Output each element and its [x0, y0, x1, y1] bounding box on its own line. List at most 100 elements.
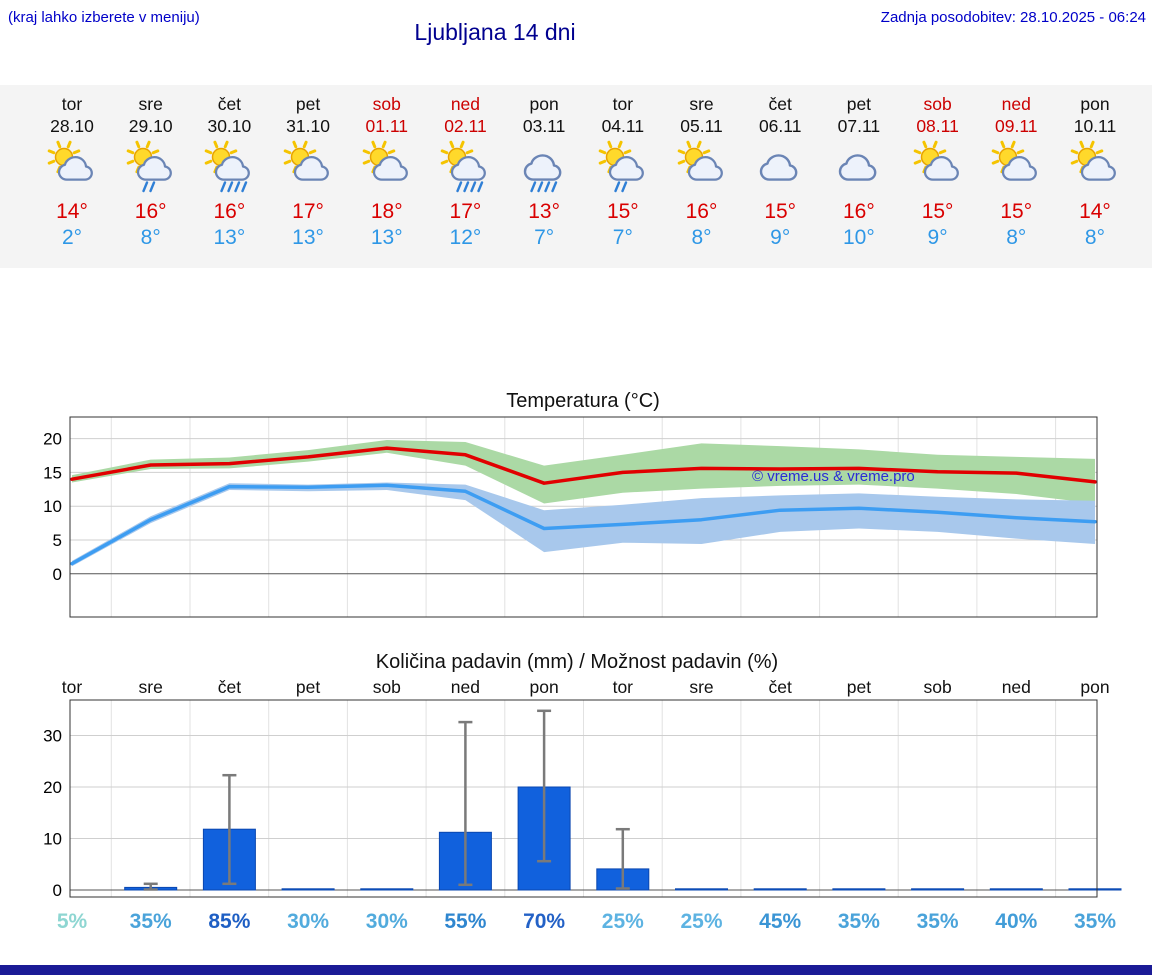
sun-cloud-glyph: [991, 140, 1038, 181]
cloud-rain3-glyph: [523, 154, 562, 193]
precip-day-label: tor: [62, 677, 83, 697]
precip-probability: 70%: [523, 910, 565, 933]
high-temp: 13°: [528, 200, 560, 223]
temperature-chart: 0 5 10 15 20 Temperatura (°C) © vreme.us & vre…: [0, 385, 1152, 630]
sun-cloud-rain3-icon: [190, 140, 268, 198]
temp-ytick-label: 0: [53, 565, 62, 584]
temp-ytick-label: 20: [43, 430, 62, 449]
precipitation-chart-svg: Količina padavin (mm) / Možnost padavin …: [43, 651, 1122, 933]
min-range-band: [72, 482, 1095, 567]
sun-cloud-icon: [348, 140, 426, 198]
precip-bar: [1068, 888, 1122, 891]
high-temp: 15°: [921, 200, 954, 223]
high-temp: 16°: [843, 200, 875, 223]
precip-day-label: sob: [923, 677, 951, 697]
day-name: pon: [529, 94, 559, 114]
low-temp: 9°: [927, 226, 948, 249]
precip-day-label: sob: [373, 677, 401, 697]
day-name: tor: [612, 94, 634, 114]
day-name: pet: [846, 94, 872, 114]
sun-cloud-glyph: [1070, 140, 1116, 181]
forecast-day-02.11[interactable]: ned 02.11 17° 12°: [426, 85, 504, 251]
high-temp: 14°: [1079, 200, 1111, 223]
sun-cloud-glyph: [913, 140, 959, 181]
precip-day-label: pet: [296, 677, 320, 697]
precip-probability: 25%: [680, 910, 722, 933]
temperature-chart-svg: 0 5 10 15 20 Temperatura (°C) © vreme.us & vre…: [43, 390, 1098, 618]
day-date: 03.11: [522, 116, 566, 136]
precip-bar: [360, 888, 414, 891]
temp-ytick-label: 15: [43, 463, 62, 482]
precip-ytick-label: 30: [43, 727, 62, 746]
low-temp: 8°: [1084, 226, 1105, 249]
low-temp: 13°: [213, 226, 246, 249]
low-temp: 13°: [292, 226, 324, 249]
forecast-day-09.11[interactable]: ned 09.11 15° 8°: [977, 85, 1055, 251]
day-date: 06.11: [758, 116, 802, 136]
precip-probability: 45%: [759, 910, 801, 933]
temp-chart-title: Temperatura (°C): [506, 390, 660, 412]
precip-error-bar: [143, 882, 158, 891]
precip-chart-title: Količina padavin (mm) / Možnost padavin …: [376, 651, 778, 673]
forecast-day-29.10[interactable]: sre 29.10 16° 8°: [112, 85, 190, 251]
day-name: tor: [61, 94, 83, 114]
precip-ytick-label: 10: [43, 830, 62, 849]
location-hint[interactable]: (kraj lahko izberete v meniju): [8, 9, 200, 26]
precip-ytick-label: 0: [53, 881, 62, 900]
low-temp: 9°: [770, 226, 791, 249]
day-name: pet: [295, 94, 321, 114]
low-temp: 7°: [534, 226, 555, 249]
high-temp: 15°: [1000, 200, 1033, 223]
forecast-day-01.11[interactable]: sob 01.11 18° 13°: [348, 85, 426, 251]
sun-cloud-glyph: [283, 140, 329, 181]
low-temp: 2°: [61, 226, 83, 249]
precip-bar: [989, 888, 1043, 891]
forecast-day-30.10[interactable]: čet 30.10 16° 13°: [190, 85, 268, 251]
forecast-day-07.11[interactable]: pet 07.11 16° 10°: [820, 85, 898, 251]
high-temp: 16°: [685, 200, 718, 223]
precip-bar: [753, 888, 807, 891]
day-name: ned: [1001, 94, 1031, 114]
precip-probability: 35%: [130, 910, 172, 933]
sun-cloud-icon: [977, 140, 1055, 198]
forecast-day-08.11[interactable]: sob 08.11 15° 9°: [899, 85, 977, 251]
day-name: sob: [923, 94, 952, 114]
day-date: 02.11: [444, 116, 487, 136]
high-temp: 17°: [449, 200, 482, 223]
sun-cloud-rain3-glyph: [205, 140, 251, 193]
temp-ytick-label: 10: [43, 497, 62, 516]
sun-cloud-icon: [1056, 140, 1134, 198]
precip-probability: 30%: [366, 910, 408, 933]
low-temp: 12°: [449, 226, 482, 249]
forecast-day-03.11[interactable]: pon 03.11 13° 7°: [505, 85, 583, 251]
forecast-day-06.11[interactable]: čet 06.11 15° 9°: [741, 85, 819, 251]
precip-day-label: pet: [847, 677, 871, 697]
forecast-strip: tor 28.10 14° 2° sre 29.10 16° 8° čet 30.10 16° 13°…: [0, 85, 1152, 268]
day-name: čet: [217, 94, 242, 114]
precip-day-label: čet: [769, 677, 792, 697]
day-date: 31.10: [286, 116, 330, 136]
forecast-day-31.10[interactable]: pet 31.10 17° 13°: [269, 85, 347, 251]
day-date: 01.11: [365, 116, 409, 136]
forecast-day-10.11[interactable]: pon 10.11 14° 8°: [1056, 85, 1134, 251]
precip-day-label: sre: [139, 677, 163, 697]
sun-cloud-rain2-glyph: [126, 140, 172, 193]
precipitation-chart: Količina padavin (mm) / Možnost padavin …: [0, 648, 1152, 940]
high-temp: 17°: [292, 200, 324, 223]
high-temp: 14°: [56, 200, 88, 223]
precip-bar: [281, 888, 335, 891]
sun-cloud-rain3-glyph: [441, 140, 487, 193]
sun-cloud-rain2-icon: [112, 140, 190, 198]
low-temp: 8°: [140, 226, 161, 249]
watermark: © vreme.us & vreme.pro: [752, 468, 915, 485]
precip-probability: 55%: [444, 910, 486, 933]
forecast-day-04.11[interactable]: tor 04.11 15° 7°: [584, 85, 662, 251]
precip-day-label: ned: [451, 677, 480, 697]
forecast-day-28.10[interactable]: tor 28.10 14° 2°: [33, 85, 111, 251]
precip-probability: 30%: [287, 910, 329, 933]
cloud-glyph: [838, 154, 877, 181]
day-name: ned: [450, 94, 481, 114]
footer-bar: [0, 965, 1152, 975]
forecast-day-05.11[interactable]: sre 05.11 16° 8°: [663, 85, 741, 251]
sun-cloud-icon: [899, 140, 977, 198]
